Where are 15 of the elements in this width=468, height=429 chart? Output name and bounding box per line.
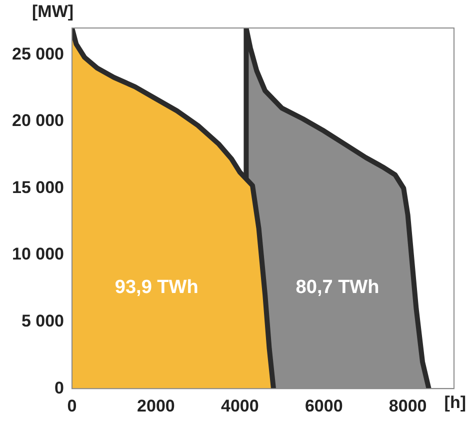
y-tick-label: 25 000 <box>12 44 64 64</box>
x-tick-label: 6000 <box>304 396 343 416</box>
x-axis-title: [h] <box>444 392 466 412</box>
x-tick-label: 4000 <box>220 396 259 416</box>
y-axis-title: [MW] <box>32 2 74 22</box>
y-tick-label: 20 000 <box>12 111 64 130</box>
annotation: 80,7 TWh <box>296 276 380 298</box>
y-tick-label: 10 000 <box>12 244 64 264</box>
y-tick-label: 5 000 <box>21 312 64 331</box>
annotation: 93,9 TWh <box>114 276 198 298</box>
x-tick-label: 0 <box>67 396 77 416</box>
x-tick-label: 8000 <box>388 396 427 416</box>
y-tick-label: 0 <box>54 378 64 398</box>
x-tick-label: 2000 <box>137 396 175 416</box>
y-tick-label: 15 000 <box>12 178 64 197</box>
